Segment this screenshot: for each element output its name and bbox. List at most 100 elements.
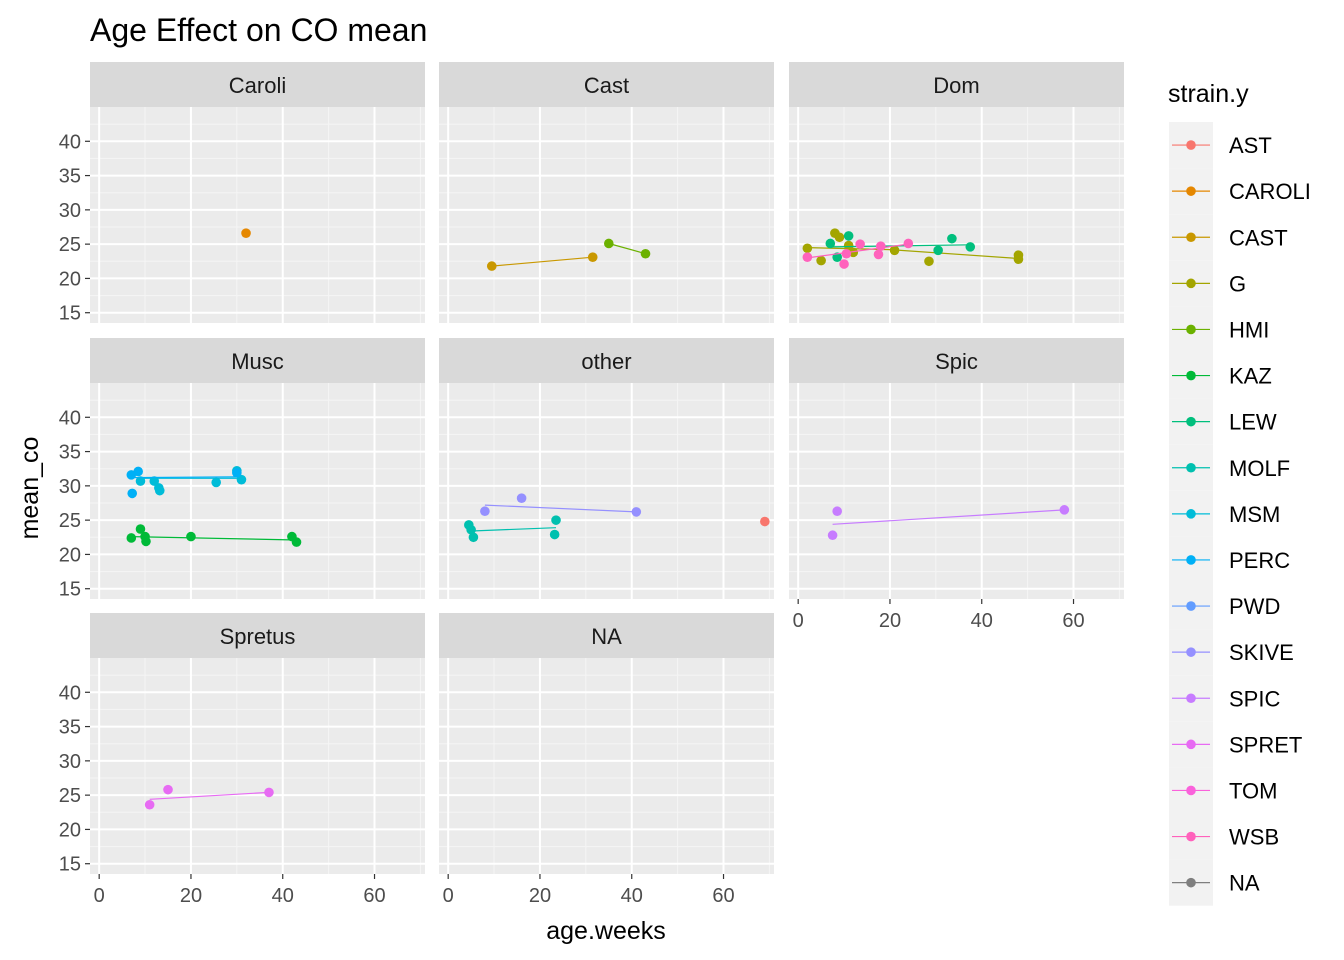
data-point-lew (947, 233, 957, 244)
data-point-molf (468, 532, 479, 543)
legend-key-point (1186, 278, 1196, 289)
legend-key-point (1186, 739, 1196, 750)
legend-key-point (1186, 831, 1196, 842)
fit-line-kaz (131, 536, 297, 541)
fit-line-wsb (807, 243, 909, 259)
data-point-spic (832, 506, 842, 517)
facet-strip (90, 338, 425, 383)
legend-label: CAROLI (1229, 179, 1311, 204)
y-tick-label: 15 (59, 303, 81, 325)
x-tick-label: 60 (363, 885, 385, 907)
facet-strip (789, 62, 1124, 107)
facet-panel-na: NA 0 20 40 60 (439, 613, 774, 907)
facet-plot-background (789, 383, 1124, 599)
data-point-msm (154, 485, 165, 496)
legend-item-perc: PERC (1169, 536, 1290, 583)
facet-plot-background (439, 658, 774, 874)
facet-strip (789, 338, 1124, 383)
facet-plot-background (90, 658, 425, 874)
fit-line-molf (468, 527, 557, 532)
y-tick-label: 35 (59, 717, 81, 739)
fit-line-spret (149, 791, 270, 800)
y-tick-label: 30 (59, 200, 81, 222)
legend-item-hmi: HMI (1169, 306, 1269, 353)
x-tick-label: 20 (879, 610, 901, 632)
data-point-kaz (141, 536, 151, 547)
legend-key-point (1186, 462, 1196, 473)
legend-label: SPRET (1229, 732, 1302, 757)
facet-strip (90, 62, 425, 107)
data-point-msm (236, 474, 247, 485)
data-point-skive (480, 506, 490, 517)
x-tick-label: 40 (971, 610, 993, 632)
data-point-lew (933, 245, 943, 256)
facet-panel-other: other (439, 338, 774, 599)
legend-key-point (1186, 601, 1196, 611)
facet-panel-cast: Cast (439, 62, 774, 323)
y-tick-label: 40 (59, 131, 81, 153)
facet-panel-spretus: Spretus 15 20 25 30 35 40 0 20 40 60 (59, 613, 425, 907)
data-point-msm (135, 476, 146, 486)
legend-label: SPIC (1229, 686, 1280, 711)
x-tick-label: 20 (529, 885, 551, 907)
facet-strip-label: Spretus (220, 624, 296, 649)
data-point-spic (827, 530, 838, 541)
data-point-caroli (241, 228, 251, 238)
legend-item-kaz: KAZ (1169, 352, 1272, 399)
legend-label: SKIVE (1229, 640, 1294, 665)
facet-strip (439, 62, 774, 107)
chart-title: Age Effect on CO mean (90, 12, 427, 48)
legend-key-point (1186, 324, 1196, 335)
x-tick-label: 40 (621, 885, 643, 907)
legend-label: KAZ (1229, 364, 1272, 389)
data-point-lew (825, 238, 836, 249)
y-tick-label: 20 (59, 268, 81, 290)
legend-item-pwd: PWD (1169, 583, 1280, 630)
facet-plot-background (439, 107, 774, 323)
data-point-g (889, 245, 900, 256)
data-point-g (834, 232, 845, 243)
legend-item-g: G (1169, 260, 1246, 307)
data-point-g (1013, 254, 1024, 265)
legend: strain.y AST CAROLI CAST G HMI KAZ LEW MOLF MSM P… (1168, 80, 1311, 906)
y-tick-label: 35 (59, 442, 81, 464)
x-axis-title: age.weeks (546, 917, 666, 945)
x-tick-label: 20 (180, 885, 202, 907)
data-point-spret (144, 799, 155, 810)
legend-key-point (1186, 647, 1196, 657)
x-tick-label: 0 (793, 610, 804, 632)
data-point-msm (149, 476, 160, 486)
data-point-wsb (839, 259, 849, 269)
y-tick-label: 40 (59, 682, 81, 704)
data-point-spret (163, 784, 173, 795)
legend-label: PERC (1229, 548, 1290, 573)
data-point-perc (232, 468, 242, 478)
data-point-ast (760, 516, 770, 527)
facet-strip (90, 613, 425, 658)
data-point-lew (965, 242, 976, 252)
data-point-hmi (603, 238, 614, 249)
data-point-g (924, 256, 934, 267)
fit-line-perc (131, 476, 237, 479)
legend-label: NA (1229, 871, 1260, 896)
facet-strip-label: Cast (584, 73, 629, 98)
y-tick-label: 25 (59, 234, 81, 256)
y-tick-label: 35 (59, 166, 81, 188)
legend-item-tom: TOM (1169, 767, 1277, 814)
facet-plot-background (439, 383, 774, 599)
data-point-spic (1059, 505, 1070, 515)
data-point-skive (631, 507, 642, 517)
legend-label: TOM (1229, 778, 1277, 803)
legend-label: LEW (1229, 410, 1277, 435)
data-point-wsb (802, 252, 813, 262)
facet-panel-musc: Musc 15 20 25 30 35 40 (59, 338, 425, 601)
data-point-kaz (291, 537, 302, 547)
data-point-msm (211, 477, 221, 488)
facet-strip (439, 613, 774, 658)
legend-item-msm: MSM (1169, 490, 1280, 537)
facet-strip-label: other (581, 349, 631, 374)
facet-panel-spic: Spic 0 20 40 60 (789, 338, 1124, 632)
fit-line-skive (484, 504, 637, 513)
legend-item-caroli: CAROLI (1169, 168, 1311, 215)
y-tick-label: 30 (59, 751, 81, 773)
